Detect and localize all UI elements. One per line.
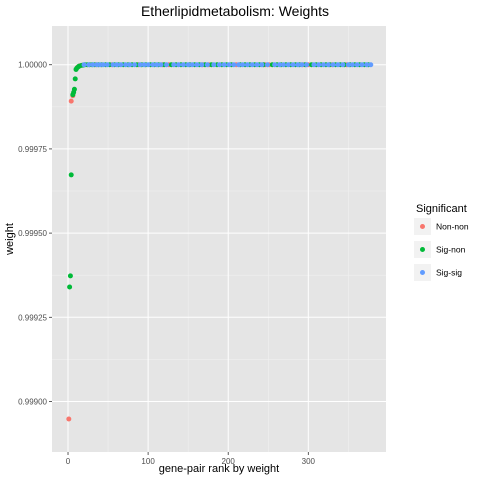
point-sig-sig: [154, 62, 160, 68]
point-sig-sig: [110, 62, 116, 68]
x-tick-label: 0: [66, 457, 71, 466]
point-sig-sig: [354, 62, 360, 68]
point-sig-sig: [216, 62, 222, 68]
point-sig-sig: [340, 62, 346, 68]
point-sig-sig: [171, 62, 177, 68]
x-axis: 0 100 200 300: [66, 452, 316, 466]
point-sig-sig: [100, 62, 106, 68]
point-sig-sig: [272, 62, 278, 68]
point-sig-sig: [114, 62, 120, 68]
point-non-non: [68, 98, 74, 104]
point-sig-sig: [141, 62, 147, 68]
y-tick-label: 0.99925: [18, 313, 47, 322]
x-axis-title: gene-pair rank by weight: [159, 463, 279, 475]
x-tick-label: 300: [302, 457, 316, 466]
point-sig-sig: [127, 62, 133, 68]
legend-items: Non-non Sig-non Sig-sig: [414, 218, 469, 281]
point-sig-sig: [236, 62, 242, 68]
point-sig-sig: [254, 62, 260, 68]
point-sig-sig: [359, 62, 365, 68]
point-sig-sig: [316, 62, 322, 68]
point-sig-sig: [185, 62, 191, 68]
point-sig-sig: [176, 62, 182, 68]
point-sig-sig: [131, 62, 137, 68]
x-tick-label: 100: [141, 457, 155, 466]
y-axis: 0.99900 0.99925 0.99950 0.99975 1.00000: [18, 61, 52, 406]
point-sig-sig: [299, 62, 305, 68]
point-sig-sig: [204, 62, 210, 68]
point-sig-sig: [226, 62, 232, 68]
legend-swatch: [420, 270, 425, 275]
point-sig-sig: [290, 62, 296, 68]
point-sig-sig: [211, 62, 217, 68]
point-sig-sig: [311, 62, 317, 68]
point-sig-sig: [158, 62, 164, 68]
point-sig-sig: [276, 62, 282, 68]
point-sig-sig: [321, 62, 327, 68]
point-sig-sig: [249, 62, 255, 68]
point-sig-non: [72, 76, 78, 82]
point-sig-sig: [244, 62, 250, 68]
legend-label: Non-non: [436, 222, 469, 232]
point-sig-sig: [335, 62, 341, 68]
point-sig-sig: [104, 62, 110, 68]
point-sig-sig: [137, 62, 143, 68]
point-sig-sig: [164, 62, 170, 68]
point-sig-sig: [221, 62, 227, 68]
minor-gridlines: [52, 26, 386, 452]
chart-title: Etherlipidmetabolism: Weights: [141, 3, 329, 19]
point-sig-non: [67, 273, 73, 279]
y-tick-label: 0.99975: [18, 145, 47, 154]
legend-label: Sig-non: [436, 245, 466, 255]
point-sig-sig: [280, 62, 286, 68]
point-sig-sig: [145, 62, 151, 68]
point-sig-non: [71, 86, 77, 92]
point-sig-sig: [90, 62, 96, 68]
legend-swatch: [420, 247, 425, 252]
point-sig-sig: [180, 62, 186, 68]
point-sig-sig: [123, 62, 129, 68]
point-non-non: [66, 416, 72, 422]
point-sig-sig: [330, 62, 336, 68]
point-sig-sig: [349, 62, 355, 68]
point-sig-non: [67, 284, 73, 290]
y-axis-title: weight: [4, 223, 16, 256]
y-tick-label: 0.99950: [18, 229, 47, 238]
point-sig-sig: [86, 62, 92, 68]
point-sig-sig: [81, 62, 87, 68]
point-sig-sig: [259, 62, 265, 68]
point-sig-sig: [364, 62, 370, 68]
legend: Significant Non-non Sig-non Sig-sig: [414, 203, 469, 281]
point-sig-sig: [231, 62, 237, 68]
point-sig-sig: [150, 62, 156, 68]
point-sig-sig: [199, 62, 205, 68]
point-sig-sig: [368, 62, 374, 68]
plot-panel: [52, 26, 386, 452]
legend-label: Sig-sig: [436, 268, 462, 278]
point-sig-sig: [118, 62, 124, 68]
point-sig-sig: [304, 62, 310, 68]
legend-swatch: [420, 224, 425, 229]
y-tick-label: 1.00000: [18, 61, 47, 70]
data-points: [66, 62, 374, 422]
point-sig-sig: [264, 62, 270, 68]
x-tick-label: 200: [222, 457, 236, 466]
point-sig-non: [68, 172, 74, 178]
point-sig-sig: [240, 62, 246, 68]
point-sig-sig: [295, 62, 301, 68]
point-sig-sig: [285, 62, 291, 68]
point-sig-sig: [325, 62, 331, 68]
point-sig-sig: [189, 62, 195, 68]
legend-title: Significant: [416, 203, 467, 215]
y-tick-label: 0.99900: [18, 397, 47, 406]
point-sig-sig: [345, 62, 351, 68]
point-sig-sig: [194, 62, 200, 68]
